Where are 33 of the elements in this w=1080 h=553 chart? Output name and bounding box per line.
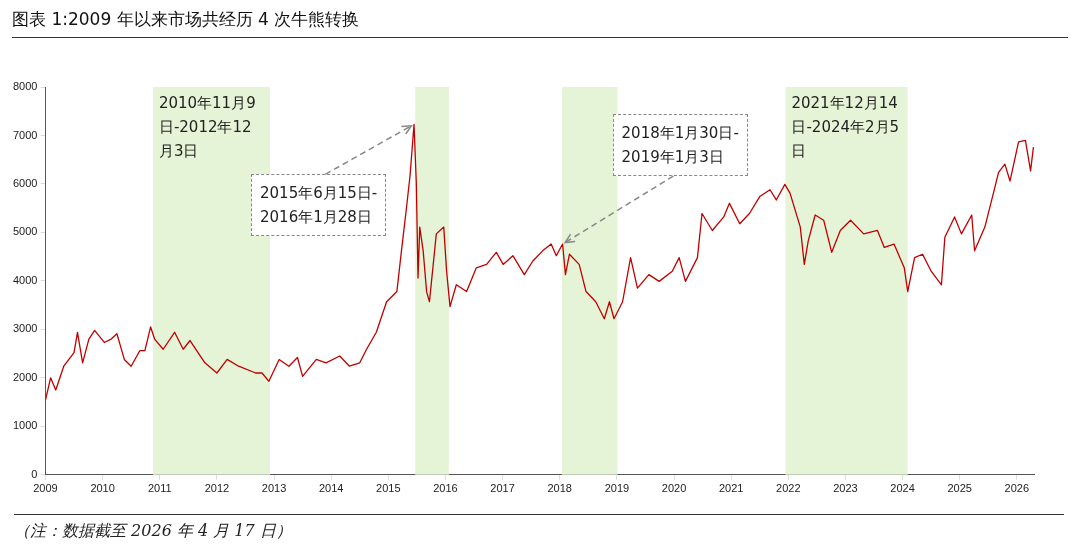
y-tick-label: 3000: [12, 322, 38, 335]
y-tick-label: 4000: [12, 273, 38, 286]
x-tick-label: 2011: [147, 482, 172, 495]
y-tick-label: 1000: [12, 419, 38, 432]
chart-title: 图表 1:2009 年以来市场共经历 4 次牛熊转换: [12, 8, 1068, 38]
x-tick-label: 2024: [890, 482, 915, 495]
x-tick-label: 2015: [376, 482, 401, 495]
y-tick-label: 6000: [12, 176, 38, 189]
x-tick-label: 2021: [718, 482, 744, 495]
band-label: 2010年11月9日-2012年12月3日: [157, 93, 257, 162]
x-tick-label: 2023: [833, 482, 858, 495]
text: （注：数据截至 2026 年 4 月 17 日）: [14, 514, 1064, 542]
y-tick-label: 7000: [12, 128, 38, 141]
y-tick-label: 8000: [12, 80, 38, 93]
y-tick-label: 5000: [12, 225, 38, 238]
x-tick-label: 2013: [261, 482, 287, 495]
annotation: 2015年6月15日-2016年1月28日: [260, 183, 378, 229]
x-tick-label: 2026: [1004, 482, 1030, 495]
y-tick-label: 0: [31, 467, 38, 480]
x-tick-label: 2022: [776, 482, 801, 495]
annotation: 2018年1月30日-2019年1月3日: [621, 123, 739, 169]
x-tick-label: 2010: [90, 482, 115, 495]
x-tick-label: 2012: [204, 482, 230, 495]
x-tick-label: 2017: [490, 482, 515, 495]
x-tick-label: 2019: [604, 482, 630, 495]
x-tick-label: 2014: [318, 482, 344, 495]
x-tick-label: 2018: [547, 482, 572, 495]
band-label: 2021年12月14日-2024年2月5日: [790, 93, 901, 162]
x-tick-label: 2020: [661, 482, 687, 495]
y-tick-label: 2000: [12, 370, 38, 383]
x-tick-label: 2025: [947, 482, 972, 495]
x-tick-label: 2016: [433, 482, 458, 495]
x-tick-label: 2009: [33, 482, 58, 495]
